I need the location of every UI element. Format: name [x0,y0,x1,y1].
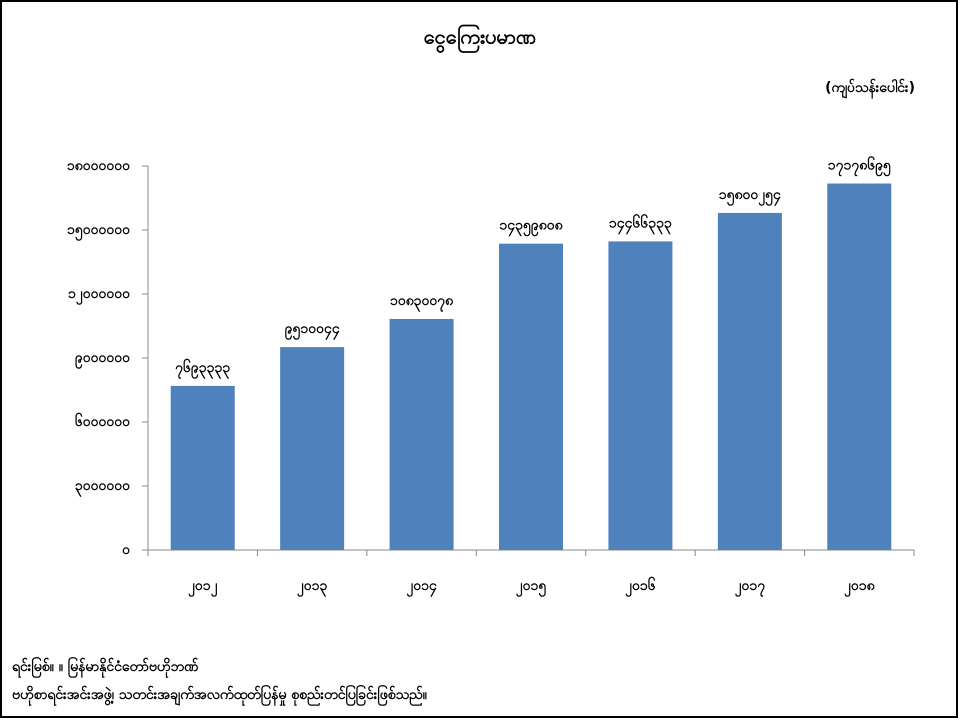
source-line: ရင်းမြစ်။ ။ မြန်မာနိုင်ငံတော်ဗဟိုဘဏ် [12,657,199,678]
x-tick-label: ၂၀၁၈ [844,578,876,597]
data-label: ၁၄၄၆၆၃၃၃ [609,214,672,234]
bar [717,212,782,550]
y-tick-label: ၁၈၀၀၀၀၀၀ [67,158,131,174]
bar [280,347,345,550]
y-tick-label: ၁၂၀၀၀၀၀၀ [68,286,131,305]
x-tick-label: ၂၀၁၄ [406,578,437,597]
data-label: ၉၅၁၀၀၄၄ [285,321,340,340]
bar [170,385,235,550]
x-tick-label: ၂၀၁၇ [735,578,767,597]
y-tick-label: ၆၀၀၀၀၀၀ [75,413,131,430]
bar [499,243,563,551]
x-tick-label: ၂၀၁၆ [625,577,657,597]
data-label: ၇၆၉၃၃၃၃ [175,359,230,379]
unit-label: (ကျပ်သန်းပေါင်း) [825,79,915,99]
y-tick-label: ၉၀၀၀၀၀၀ [75,350,131,369]
data-label: ၁၅၈၀၀၂၅၄ [719,187,781,206]
bar [608,241,673,551]
data-label: ၁၄၃၅၉၈၀၈ [499,218,563,237]
data-label: ၁၀၈၃၀၀၇၈ [390,293,454,312]
y-tick-label: ၁၅၀၀၀၀၀၀ [67,222,131,241]
data-label: ၁၇၁၇၈၆၉၅ [828,157,892,177]
y-tick-label: ၃၀၀၀၀၀၀ [75,478,131,497]
x-tick-label: ၂၀၁၂ [188,578,219,597]
y-tick-label: ၀ [122,542,131,558]
x-tick-label: ၂၀၁၅ [516,578,548,597]
source-line: ဗဟိုစာရင်းအင်းအဖွဲ့၊ သတင်းအချက်အလက်ထုတ်ပ… [12,685,428,706]
bar [389,318,454,550]
bar [827,183,892,550]
x-tick-label: ၂၀၁၃ [297,578,328,597]
